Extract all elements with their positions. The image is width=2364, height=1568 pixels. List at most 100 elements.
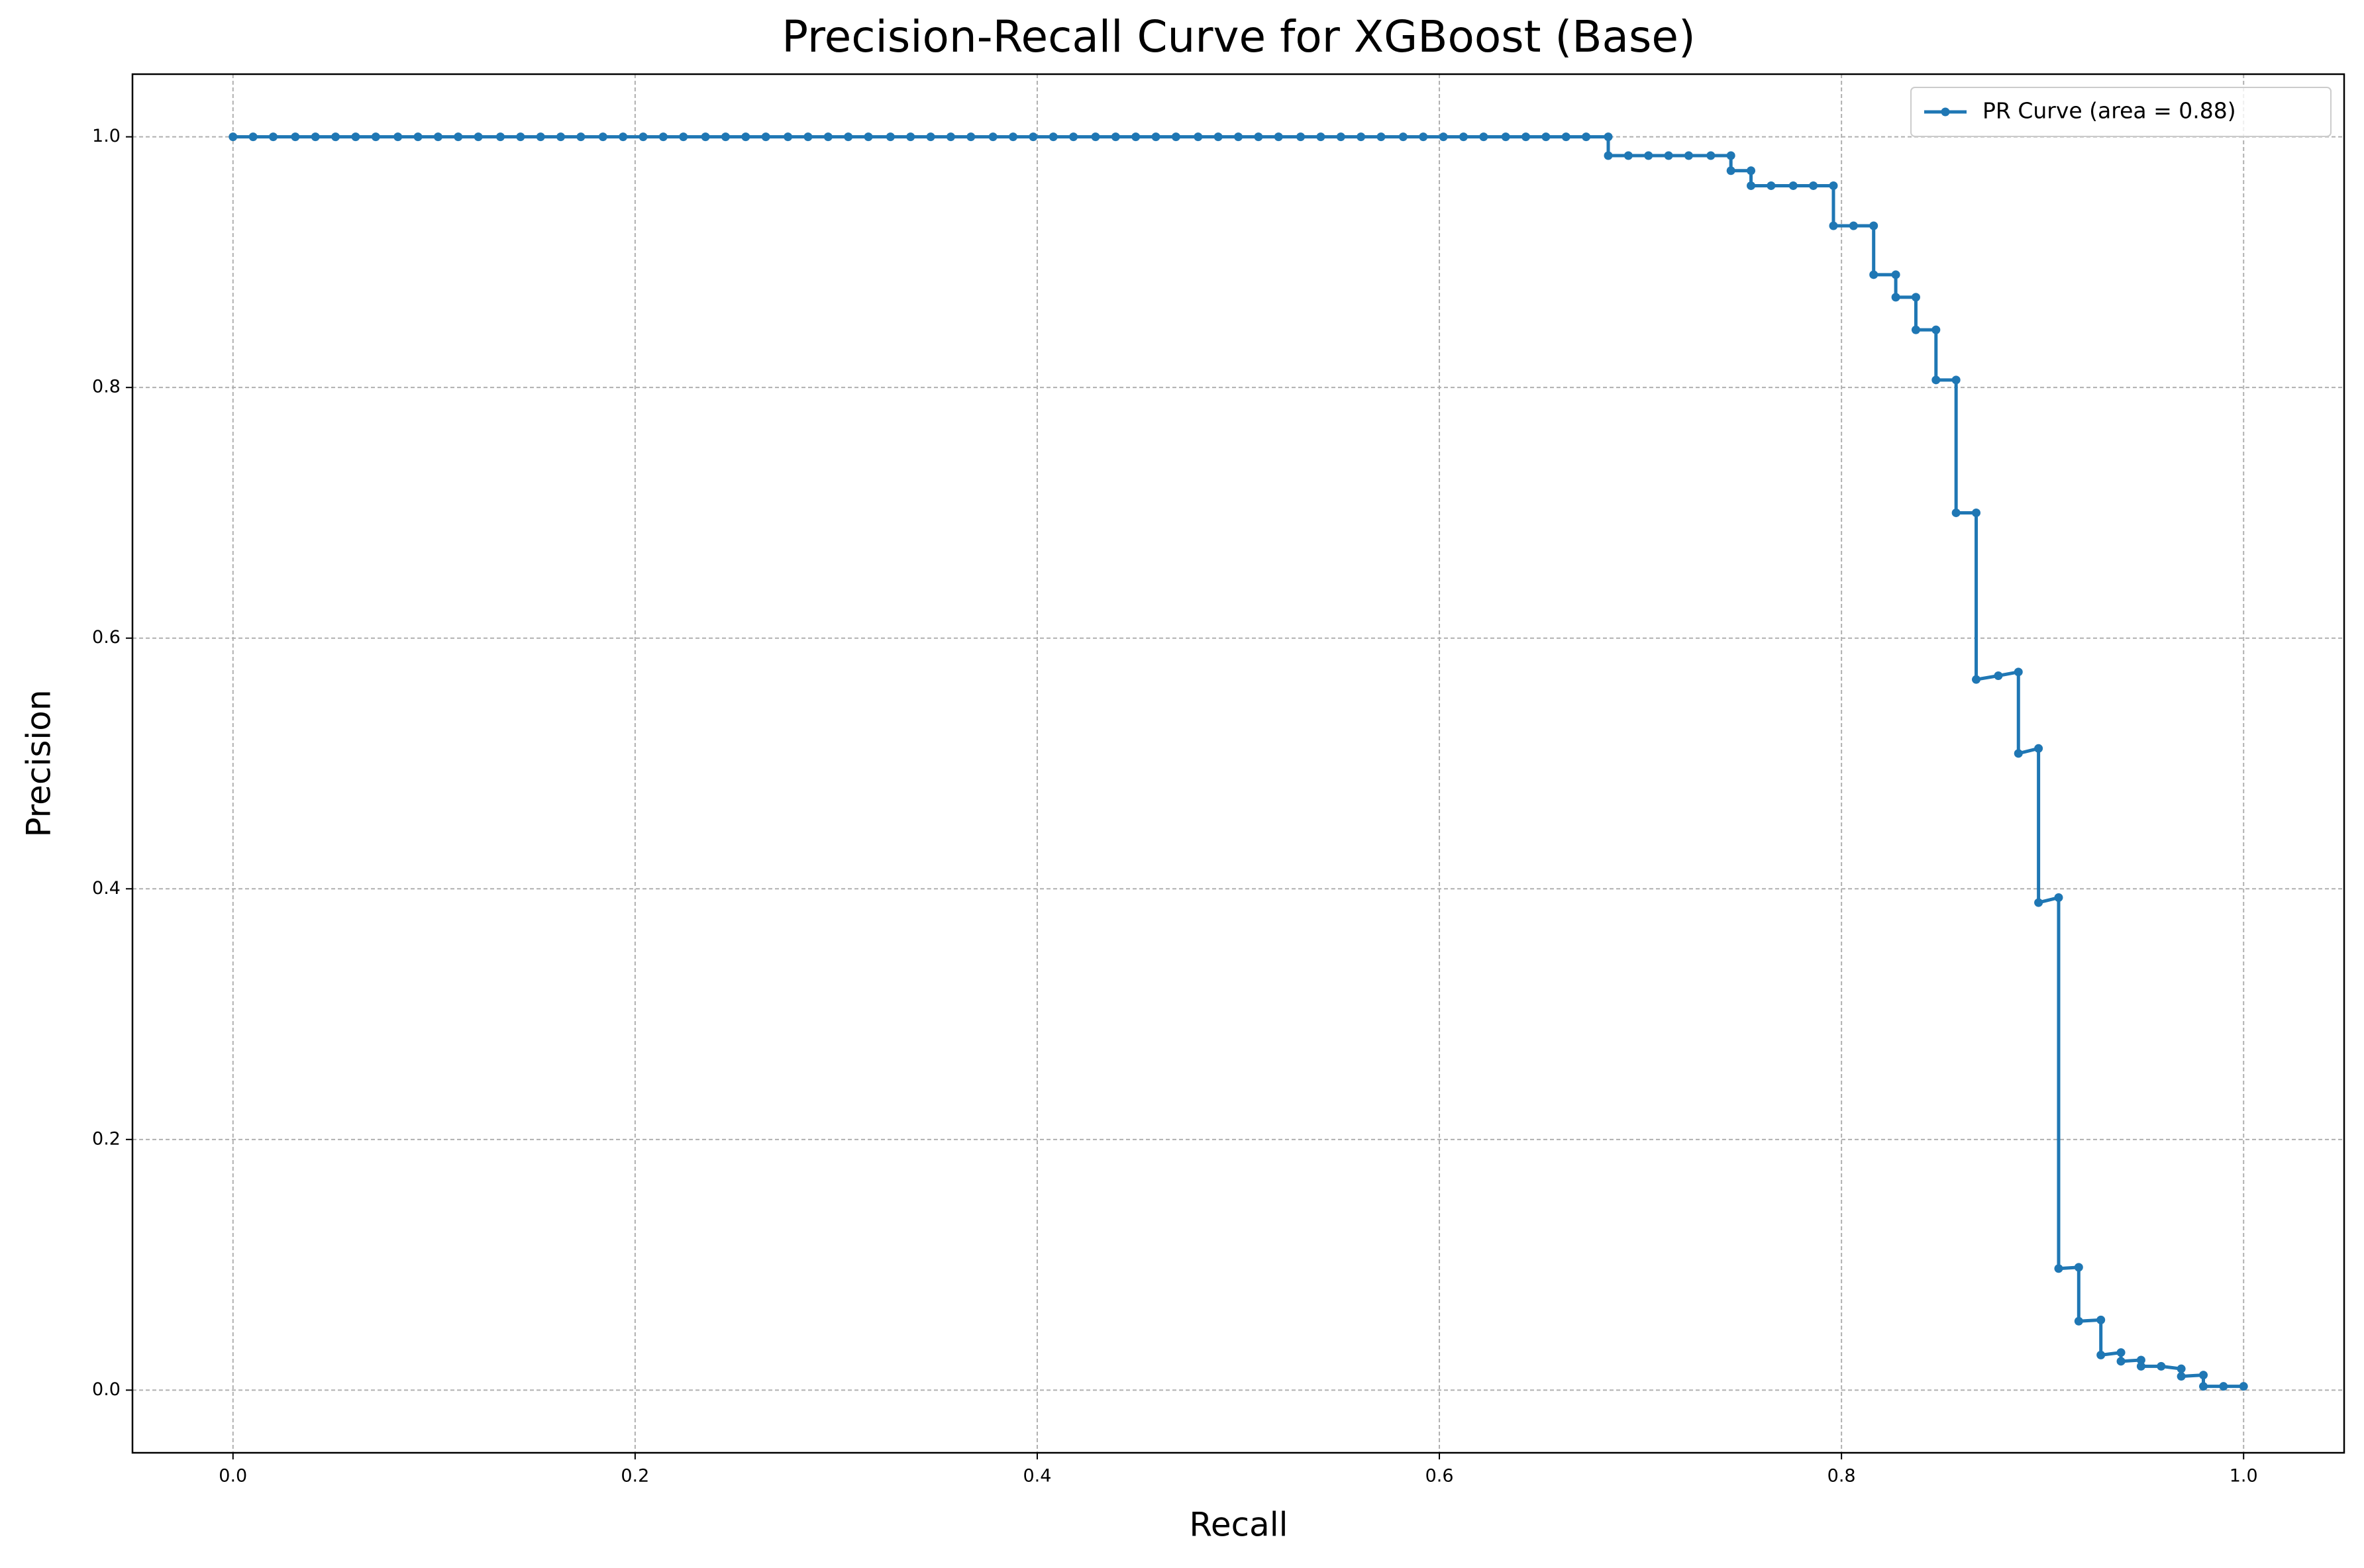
point-marker bbox=[1994, 671, 2003, 681]
point-marker bbox=[598, 132, 607, 142]
point-marker bbox=[1911, 325, 1920, 334]
y-tick-label: 0.0 bbox=[92, 1379, 121, 1400]
point-marker bbox=[2014, 749, 2023, 758]
point-marker bbox=[556, 132, 566, 142]
point-marker bbox=[1891, 270, 1900, 279]
point-marker bbox=[1069, 132, 1078, 142]
point-marker bbox=[886, 132, 895, 142]
point-marker bbox=[2199, 1371, 2208, 1380]
point-marker bbox=[433, 132, 442, 142]
point-marker bbox=[803, 132, 813, 142]
point-marker bbox=[1151, 132, 1160, 142]
point-marker bbox=[495, 132, 505, 142]
point-marker bbox=[864, 132, 873, 142]
point-marker bbox=[1541, 132, 1551, 142]
x-tick-label: 1.0 bbox=[2230, 1466, 2258, 1487]
point-marker bbox=[761, 132, 770, 142]
x-tick-label: 0.6 bbox=[1425, 1466, 1454, 1487]
point-marker bbox=[1131, 132, 1141, 142]
point-marker bbox=[331, 132, 340, 142]
point-marker bbox=[1561, 132, 1570, 142]
point-marker bbox=[2054, 1264, 2063, 1273]
point-marker bbox=[2199, 1382, 2208, 1391]
point-marker bbox=[2239, 1382, 2248, 1391]
point-marker bbox=[2219, 1382, 2228, 1391]
point-marker bbox=[844, 132, 853, 142]
x-tick-label: 0.8 bbox=[1827, 1466, 1856, 1487]
point-marker bbox=[1972, 508, 1981, 517]
point-marker bbox=[393, 132, 403, 142]
point-marker bbox=[1296, 132, 1306, 142]
point-marker bbox=[1664, 151, 1673, 160]
point-marker bbox=[1931, 325, 1941, 334]
point-marker bbox=[823, 132, 833, 142]
point-marker bbox=[2014, 667, 2023, 677]
point-marker bbox=[1809, 181, 1818, 190]
point-marker bbox=[1029, 132, 1038, 142]
point-marker bbox=[1521, 132, 1531, 142]
point-marker bbox=[1194, 132, 1203, 142]
point-marker bbox=[2096, 1350, 2106, 1359]
point-marker bbox=[474, 132, 483, 142]
point-marker bbox=[311, 132, 320, 142]
point-marker bbox=[2034, 898, 2043, 907]
point-marker bbox=[1111, 132, 1120, 142]
point-marker bbox=[679, 132, 688, 142]
point-marker bbox=[1459, 132, 1468, 142]
point-marker bbox=[291, 132, 300, 142]
point-marker bbox=[1706, 151, 1716, 160]
x-tick-label: 0.4 bbox=[1023, 1466, 1051, 1487]
point-marker bbox=[536, 132, 545, 142]
point-marker bbox=[619, 132, 628, 142]
point-marker bbox=[1376, 132, 1386, 142]
point-marker bbox=[413, 132, 423, 142]
point-marker bbox=[1439, 132, 1448, 142]
x-tick-label: 0.0 bbox=[219, 1466, 247, 1487]
point-marker bbox=[454, 132, 463, 142]
point-marker bbox=[906, 132, 915, 142]
point-marker bbox=[1049, 132, 1058, 142]
point-marker bbox=[721, 132, 730, 142]
point-marker bbox=[2116, 1348, 2126, 1357]
point-marker bbox=[268, 132, 278, 142]
point-marker bbox=[1869, 221, 1878, 230]
point-marker bbox=[1951, 508, 1961, 517]
point-marker bbox=[1726, 151, 1735, 160]
point-marker bbox=[1972, 675, 1981, 684]
y-tick-label: 0.6 bbox=[92, 627, 121, 648]
point-marker bbox=[516, 132, 525, 142]
point-marker bbox=[1623, 151, 1633, 160]
point-marker bbox=[1604, 151, 1613, 160]
point-marker bbox=[1829, 221, 1838, 230]
point-marker bbox=[1788, 181, 1798, 190]
pr-curve bbox=[232, 135, 2244, 1389]
y-tick-label: 0.8 bbox=[92, 377, 121, 397]
point-marker bbox=[1171, 132, 1180, 142]
point-marker bbox=[1009, 132, 1018, 142]
point-marker bbox=[946, 132, 955, 142]
y-tick-label: 1.0 bbox=[92, 126, 121, 146]
legend-box bbox=[1910, 87, 2332, 137]
point-marker bbox=[1274, 132, 1283, 142]
point-marker bbox=[2034, 744, 2043, 753]
point-marker bbox=[1747, 181, 1756, 190]
point-marker bbox=[1479, 132, 1488, 142]
point-marker bbox=[1501, 132, 1510, 142]
point-marker bbox=[1336, 132, 1345, 142]
point-marker bbox=[1849, 221, 1858, 230]
point-marker bbox=[576, 132, 586, 142]
point-marker bbox=[1644, 151, 1653, 160]
point-marker bbox=[1604, 132, 1613, 142]
point-marker bbox=[2136, 1361, 2145, 1371]
point-marker bbox=[1891, 293, 1900, 302]
point-marker bbox=[2177, 1364, 2186, 1373]
chart-title: Precision-Recall Curve for XGBoost (Base… bbox=[782, 11, 1695, 62]
point-marker bbox=[1951, 375, 1961, 385]
y-tick-label: 0.4 bbox=[92, 878, 121, 899]
point-marker bbox=[1582, 132, 1591, 142]
point-marker bbox=[229, 132, 238, 142]
point-marker bbox=[2177, 1372, 2186, 1381]
point-marker bbox=[2116, 1357, 2126, 1366]
point-marker bbox=[248, 132, 258, 142]
